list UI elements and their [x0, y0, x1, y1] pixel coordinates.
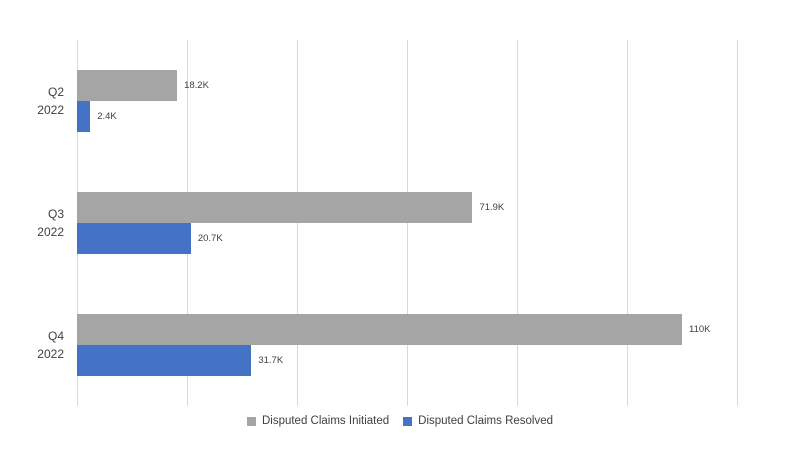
bar-resolved: [77, 101, 91, 132]
value-label: 18.2K: [184, 79, 209, 91]
category-label: Q2 2022: [37, 85, 64, 117]
gridline: [517, 40, 518, 406]
bar-initiated: [77, 314, 682, 345]
bar-resolved: [77, 345, 252, 376]
legend-item-resolved: Disputed Claims Resolved: [403, 415, 553, 427]
legend-label-resolved: Disputed Claims Resolved: [418, 415, 554, 427]
bar-resolved: [77, 223, 191, 254]
value-label: 71.9K: [479, 201, 505, 213]
gridline: [407, 40, 408, 406]
value-label: 110K: [689, 323, 711, 335]
legend-swatch-initiated-icon: [246, 416, 256, 426]
value-label: 31.7K: [258, 354, 284, 366]
value-label: 20.7K: [197, 232, 223, 244]
legend-label-initiated: Disputed Claims Initiated: [261, 415, 390, 427]
legend-item-initiated: Disputed Claims Initiated: [246, 415, 390, 427]
gridline: [297, 40, 298, 406]
gridline: [737, 40, 738, 406]
value-label: 2.4K: [97, 110, 117, 122]
category-label: Q4 2022: [37, 329, 64, 361]
bar-initiated: [77, 192, 473, 223]
gridline: [627, 40, 628, 406]
category-label: Q3 2022: [37, 207, 64, 239]
bar-initiated: [77, 70, 178, 101]
legend: Disputed Claims Initiated Disputed Claim…: [0, 415, 800, 427]
legend-swatch-resolved-icon: [403, 416, 413, 426]
